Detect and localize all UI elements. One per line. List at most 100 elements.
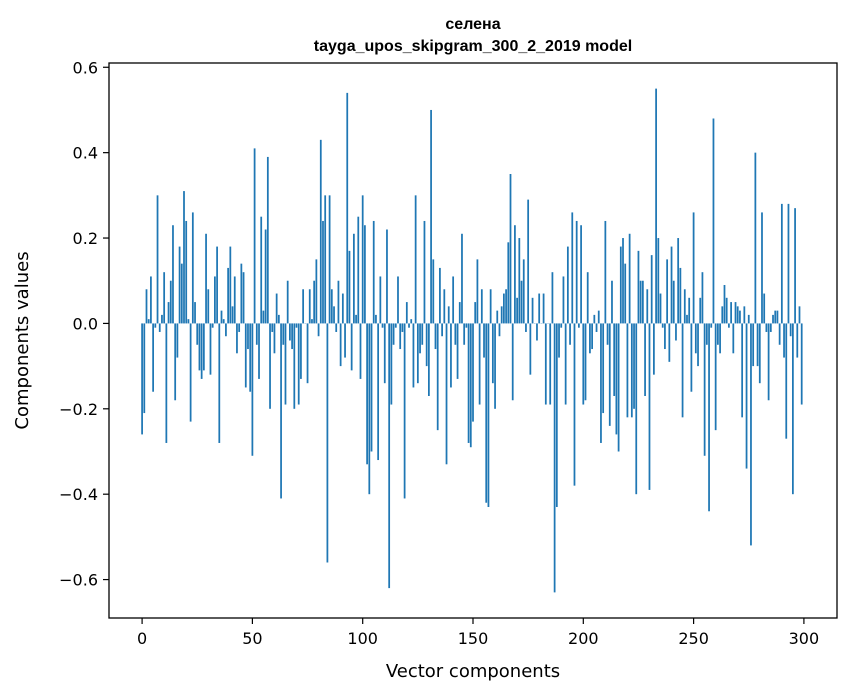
bar bbox=[648, 323, 651, 490]
bar bbox=[646, 289, 649, 324]
bar bbox=[414, 195, 417, 324]
bar bbox=[394, 323, 397, 328]
bar bbox=[280, 323, 282, 499]
bar bbox=[641, 280, 644, 324]
bar bbox=[763, 293, 766, 324]
bar bbox=[796, 323, 799, 358]
bar bbox=[458, 302, 461, 324]
bar bbox=[653, 323, 655, 375]
bar bbox=[187, 319, 190, 324]
bar bbox=[476, 259, 479, 324]
bar bbox=[597, 310, 600, 324]
bar bbox=[143, 323, 146, 414]
bar bbox=[266, 156, 269, 324]
bar bbox=[719, 323, 721, 354]
bar bbox=[392, 323, 395, 345]
x-tick-label: 200 bbox=[568, 629, 599, 648]
bar bbox=[511, 323, 514, 401]
x-tick-label: 250 bbox=[678, 629, 709, 648]
bar bbox=[397, 276, 399, 324]
bar bbox=[514, 225, 516, 324]
bars-group bbox=[141, 88, 803, 593]
bar bbox=[472, 323, 474, 422]
bar bbox=[542, 293, 545, 324]
bar bbox=[800, 323, 803, 405]
bar bbox=[626, 323, 629, 418]
bar bbox=[293, 323, 296, 409]
bar bbox=[251, 323, 254, 456]
bar bbox=[308, 289, 311, 324]
bar bbox=[478, 323, 481, 405]
bar bbox=[785, 323, 788, 439]
bar bbox=[421, 323, 424, 345]
bar bbox=[741, 323, 744, 418]
bar bbox=[156, 195, 159, 324]
bar bbox=[555, 323, 558, 507]
bar bbox=[255, 323, 258, 345]
bar bbox=[222, 319, 225, 324]
bar bbox=[683, 289, 686, 324]
bar bbox=[326, 323, 329, 563]
bar bbox=[743, 306, 746, 324]
x-axis-label: Vector components bbox=[386, 661, 560, 682]
bar bbox=[220, 310, 223, 324]
bar bbox=[176, 323, 179, 358]
bar bbox=[538, 293, 541, 324]
bar bbox=[630, 323, 633, 418]
bar bbox=[231, 306, 234, 324]
bar bbox=[154, 323, 157, 328]
plot-frame bbox=[108, 62, 838, 619]
bar bbox=[300, 323, 302, 379]
bar bbox=[416, 323, 419, 384]
bar bbox=[633, 323, 635, 409]
bar bbox=[428, 323, 430, 396]
bar bbox=[211, 323, 214, 328]
bar bbox=[747, 314, 750, 324]
bar bbox=[240, 263, 243, 324]
bar bbox=[207, 289, 210, 324]
bar bbox=[589, 323, 591, 354]
bar bbox=[525, 323, 527, 332]
bar bbox=[313, 280, 316, 324]
bar bbox=[425, 323, 428, 367]
bar bbox=[794, 208, 796, 324]
bar bbox=[697, 323, 699, 367]
bar bbox=[635, 323, 638, 495]
bar bbox=[178, 246, 181, 324]
bar bbox=[141, 323, 143, 435]
bar bbox=[269, 323, 271, 409]
bar bbox=[200, 323, 203, 379]
bar bbox=[758, 323, 761, 384]
bar bbox=[686, 314, 688, 324]
bar bbox=[218, 323, 221, 443]
bar bbox=[372, 220, 375, 324]
bar bbox=[604, 220, 607, 324]
bar bbox=[430, 109, 432, 324]
bar bbox=[551, 272, 554, 324]
bar bbox=[721, 306, 724, 324]
bar bbox=[657, 238, 660, 324]
bar bbox=[390, 323, 393, 405]
bar bbox=[443, 289, 446, 324]
bar bbox=[739, 310, 741, 324]
x-tick-label: 50 bbox=[242, 629, 262, 648]
bar bbox=[496, 310, 499, 324]
bar bbox=[531, 297, 534, 324]
bar bbox=[454, 323, 457, 345]
bar bbox=[194, 302, 196, 324]
bar bbox=[582, 323, 585, 405]
bar bbox=[370, 323, 373, 452]
bar bbox=[701, 272, 704, 324]
bar bbox=[595, 323, 598, 332]
bar bbox=[352, 233, 355, 324]
bar bbox=[677, 238, 680, 324]
bar bbox=[375, 314, 377, 324]
bar bbox=[566, 246, 569, 324]
bar bbox=[571, 212, 574, 324]
bar bbox=[388, 323, 391, 589]
bar bbox=[668, 323, 671, 362]
bar bbox=[445, 323, 448, 465]
bar bbox=[401, 323, 404, 332]
bar bbox=[189, 323, 192, 422]
